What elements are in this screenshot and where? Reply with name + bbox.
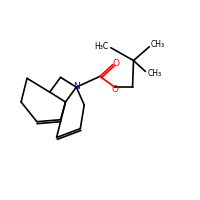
Text: O: O — [112, 59, 119, 68]
Text: N: N — [73, 82, 80, 91]
Text: CH₃: CH₃ — [150, 40, 164, 49]
Text: H₃C: H₃C — [94, 42, 108, 51]
Text: O: O — [111, 85, 118, 94]
Text: CH₃: CH₃ — [147, 69, 161, 78]
